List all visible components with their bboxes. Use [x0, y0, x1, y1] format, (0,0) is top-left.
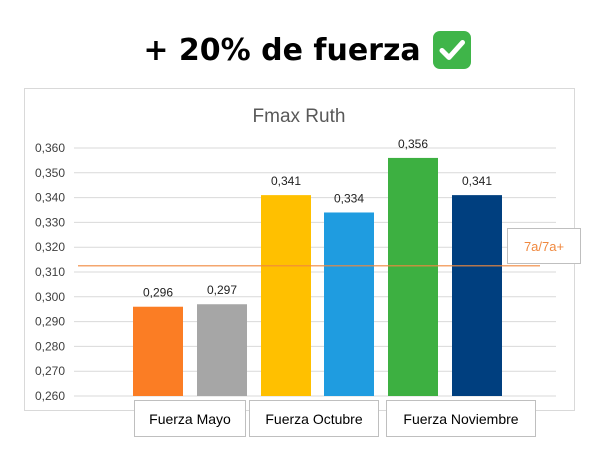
headline-text: + 20% de fuerza: [143, 32, 421, 68]
x-category-fuerza-mayo: Fuerza Mayo: [134, 400, 246, 437]
y-tick-label: 0,360: [35, 141, 65, 155]
y-tick-label: 0,340: [35, 191, 65, 205]
bar: [197, 304, 247, 396]
y-tick-label: 0,280: [35, 339, 65, 353]
y-tick-label: 0,320: [35, 240, 65, 254]
bar: [452, 195, 502, 396]
bar: [261, 195, 311, 396]
y-tick-label: 0,310: [35, 265, 65, 279]
bar-value-label: 0,296: [143, 286, 173, 300]
y-tick-label: 0,350: [35, 166, 65, 180]
bar-value-label: 0,297: [207, 283, 237, 297]
bar-value-label: 0,341: [271, 174, 301, 188]
bar: [324, 212, 374, 396]
y-tick-label: 0,270: [35, 364, 65, 378]
y-tick-label: 0,290: [35, 315, 65, 329]
reference-line-label: 7a/7a+: [507, 228, 581, 264]
x-category-fuerza-octubre: Fuerza Octubre: [249, 400, 379, 437]
bar-value-label: 0,334: [334, 191, 364, 205]
chart-title: Fmax Ruth: [253, 106, 346, 127]
bar: [388, 157, 438, 396]
check-mark-button-icon: [432, 31, 471, 69]
y-axis-ticks: 0,260 0,270 0,280 0,290 0,300 0,310 0,320 0,330…: [35, 141, 65, 403]
y-tick-label: 0,260: [35, 389, 65, 403]
bar-value-label: 0,356: [398, 137, 428, 151]
headline: + 20% de fuerza: [0, 22, 614, 78]
bar-value-label: 0,341: [462, 174, 492, 188]
y-tick-label: 0,330: [35, 215, 65, 229]
x-category-fuerza-noviembre: Fuerza Noviembre: [386, 400, 536, 437]
bars: [133, 157, 502, 396]
bar: [133, 306, 183, 396]
y-tick-label: 0,300: [35, 290, 65, 304]
data-labels: 0,296 0,297 0,341 0,334 0,356 0,341: [143, 137, 492, 300]
